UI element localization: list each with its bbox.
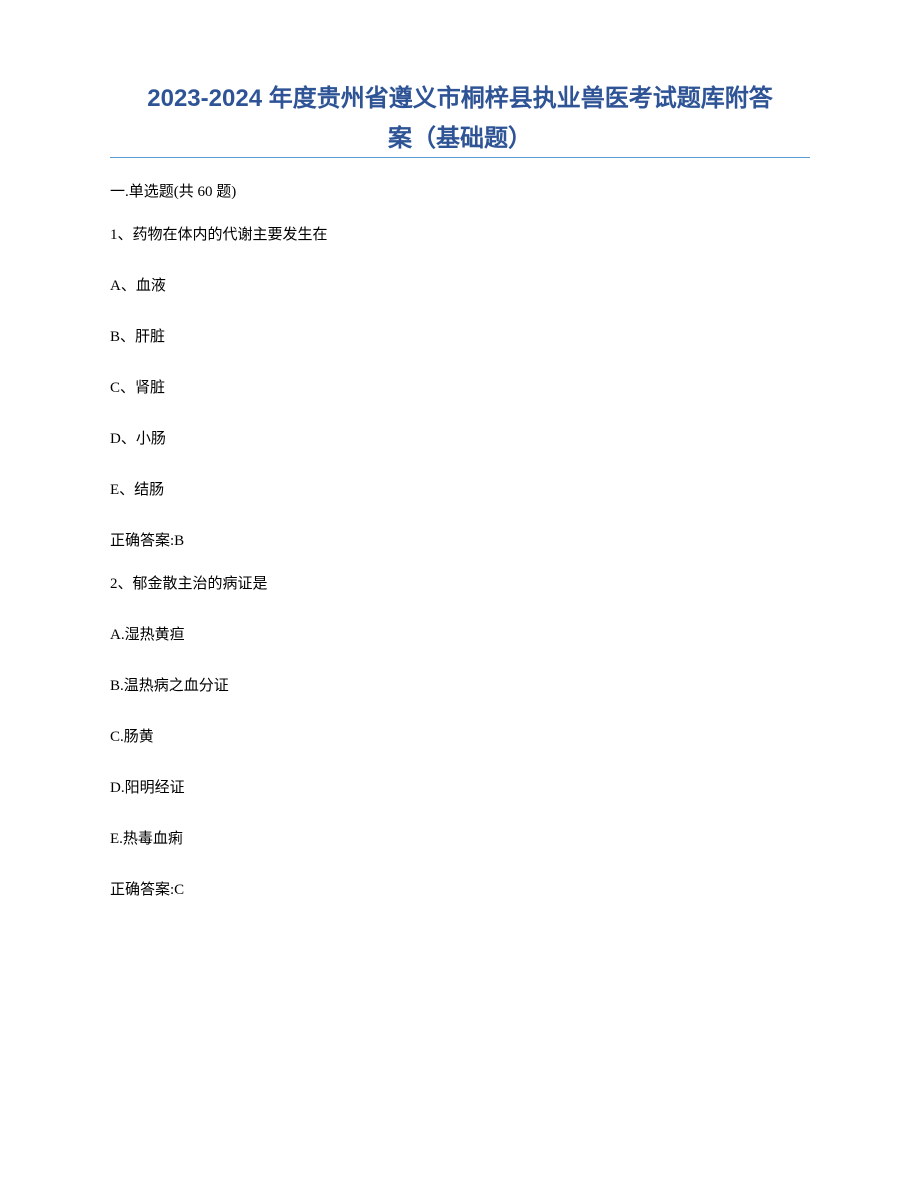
section-header: 一.单选题(共 60 题)	[110, 180, 810, 201]
question-2-option-d: D.阳明经证	[110, 776, 810, 797]
question-2-answer: 正确答案:C	[110, 878, 810, 899]
question-1-answer: 正确答案:B	[110, 529, 810, 550]
question-2-option-b: B.温热病之血分证	[110, 674, 810, 695]
document-title-line2: 案（基础题）	[110, 118, 810, 153]
question-1-option-d: D、小肠	[110, 427, 810, 448]
question-1-option-e: E、结肠	[110, 478, 810, 499]
document-title-line1: 2023-2024 年度贵州省遵义市桐梓县执业兽医考试题库附答	[110, 80, 810, 118]
question-1-text: 1、药物在体内的代谢主要发生在	[110, 223, 810, 244]
question-2-option-c: C.肠黄	[110, 725, 810, 746]
question-1-option-b: B、肝脏	[110, 325, 810, 346]
title-divider	[110, 157, 810, 158]
question-1-option-a: A、血液	[110, 274, 810, 295]
question-2-option-a: A.湿热黄疸	[110, 623, 810, 644]
question-2-option-e: E.热毒血痢	[110, 827, 810, 848]
question-1-option-c: C、肾脏	[110, 376, 810, 397]
question-2-text: 2、郁金散主治的病证是	[110, 572, 810, 593]
